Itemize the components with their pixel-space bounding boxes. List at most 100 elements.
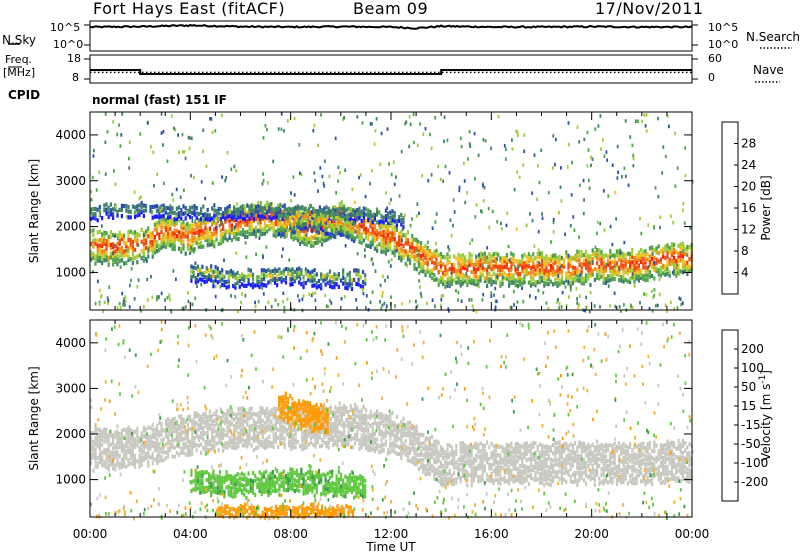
power-cell	[651, 245, 654, 250]
power-cell	[527, 256, 530, 262]
power-cell	[356, 115, 359, 119]
power-cell	[510, 306, 513, 310]
power-cell	[123, 236, 126, 241]
velocity-cell	[263, 430, 266, 435]
velocity-cell	[332, 434, 335, 440]
power-cell	[499, 283, 502, 288]
power-cell	[123, 261, 126, 266]
power-cell	[360, 224, 363, 229]
power-cell	[343, 230, 346, 234]
power-cell	[311, 224, 314, 229]
velocity-cell	[147, 459, 150, 464]
velocity-cell	[395, 451, 398, 456]
velocity-cell	[162, 458, 165, 463]
power-cell	[412, 112, 415, 116]
power-cell	[252, 208, 255, 213]
power-cell	[302, 214, 305, 219]
power-cell	[195, 206, 198, 211]
power-cell	[226, 205, 229, 210]
power-cell	[322, 210, 325, 215]
power-cell	[398, 234, 401, 239]
power-cell	[213, 208, 216, 213]
power-cell	[348, 221, 351, 226]
power-cell	[92, 232, 95, 238]
power-cell	[646, 257, 649, 262]
velocity-cell	[378, 444, 381, 449]
velocity-cell	[417, 466, 420, 471]
velocity-cell	[208, 414, 211, 419]
power-cell	[470, 278, 473, 283]
velocity-cell	[272, 406, 275, 411]
power-cell	[337, 223, 340, 228]
power-cell	[233, 214, 236, 219]
power-cell	[615, 261, 618, 266]
velocity-cell	[389, 445, 392, 450]
power-cell	[175, 236, 178, 241]
velocity-cell	[299, 410, 302, 415]
power-cell	[199, 267, 202, 272]
velocity-cell	[211, 443, 214, 448]
power-cell	[433, 277, 436, 282]
velocity-cell	[477, 449, 480, 455]
power-cell	[125, 208, 128, 213]
power-cell	[598, 265, 601, 270]
velocity-cell	[151, 443, 154, 448]
power-cell	[297, 213, 301, 218]
power-cell	[151, 295, 154, 299]
cpid-label: CPID	[8, 88, 41, 102]
velocity-cell	[120, 445, 123, 450]
power-cell	[147, 228, 150, 233]
velocity-cell	[186, 444, 189, 449]
velocity-cell	[228, 407, 231, 412]
power-cell	[325, 221, 328, 225]
power-cell	[666, 263, 669, 268]
power-cell	[255, 252, 257, 256]
velocity-cell	[395, 443, 398, 449]
power-cell	[186, 222, 188, 226]
power-cell	[442, 274, 445, 279]
velocity-cell	[274, 414, 277, 419]
power-cell	[653, 260, 655, 265]
power-cell	[591, 257, 594, 262]
power-cell	[291, 210, 294, 215]
velocity-cell	[202, 412, 205, 417]
velocity-cell	[272, 423, 275, 428]
power-cell	[470, 253, 473, 258]
velocity-cell	[380, 445, 383, 450]
velocity-cell	[413, 462, 416, 467]
power-cell	[370, 257, 373, 261]
power-cell	[140, 210, 143, 215]
power-cell	[574, 266, 577, 271]
velocity-cell	[329, 426, 332, 431]
velocity-cell	[259, 421, 262, 426]
power-cell	[559, 265, 562, 269]
velocity-cell	[428, 472, 431, 477]
power-cell	[494, 264, 497, 269]
power-cell	[371, 234, 374, 240]
velocity-cell	[457, 457, 460, 462]
power-cell	[197, 217, 200, 223]
velocity-cell	[160, 458, 163, 463]
power-cell	[384, 251, 387, 256]
power-cell	[167, 231, 170, 236]
power-cell	[395, 241, 398, 246]
power-cell	[419, 122, 422, 126]
velocity-cell	[228, 412, 231, 417]
power-cell	[297, 225, 301, 230]
velocity-cell	[239, 436, 242, 441]
power-cell	[349, 285, 352, 289]
power-cell	[440, 298, 443, 302]
velocity-cell	[468, 472, 471, 478]
power-cell	[367, 208, 370, 213]
velocity-cell	[336, 430, 339, 435]
power-cell	[502, 275, 504, 280]
power-cell	[395, 249, 398, 253]
power-cell	[180, 241, 183, 246]
power-cell	[662, 263, 665, 268]
velocity-cell	[442, 483, 445, 488]
power-cell	[125, 260, 128, 265]
power-cell	[191, 302, 194, 307]
power-cell	[411, 241, 414, 246]
power-cell	[369, 231, 372, 236]
power-cell	[317, 189, 319, 193]
